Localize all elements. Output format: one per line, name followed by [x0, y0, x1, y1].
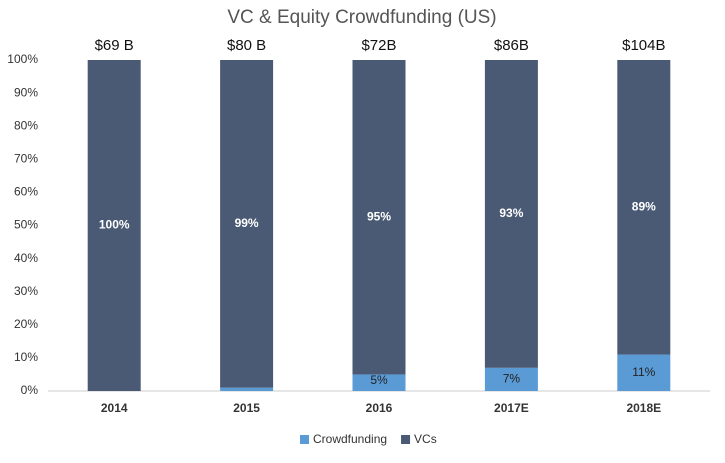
y-tick-label: 10% — [14, 350, 38, 364]
x-tick-label: 2016 — [366, 401, 393, 415]
legend-swatch — [300, 435, 309, 444]
x-tick-label: 2017E — [494, 401, 529, 415]
data-label: 100% — [99, 218, 130, 232]
y-tick-label: 80% — [14, 118, 38, 132]
y-tick-label: 90% — [14, 85, 38, 99]
bar-segment — [220, 387, 274, 391]
x-tick-label: 2014 — [101, 401, 128, 415]
bar-segment — [352, 374, 406, 391]
data-label: 93% — [499, 206, 523, 220]
bar-segment — [220, 60, 274, 388]
x-tick-label: 2018E — [626, 401, 661, 415]
y-tick-label: 30% — [14, 284, 38, 298]
total-label: $86B — [494, 37, 529, 54]
y-tick-label: 100% — [7, 52, 38, 66]
total-label: $80 B — [227, 37, 266, 54]
y-tick-label: 20% — [14, 317, 38, 331]
bar-segment — [617, 60, 671, 355]
data-label: 89% — [632, 199, 656, 213]
y-tick-label: 60% — [14, 185, 38, 199]
legend-swatch — [401, 435, 411, 444]
bar-segment — [87, 60, 141, 391]
y-tick-label: 50% — [14, 218, 38, 232]
bar-segment — [484, 60, 538, 368]
bar-segment — [617, 354, 671, 391]
total-label: $72B — [361, 37, 396, 54]
legend-label: Crowdfunding — [313, 432, 387, 446]
bar-segment — [352, 60, 406, 375]
total-label: $69 B — [95, 37, 134, 54]
data-label: 7% — [503, 372, 521, 386]
data-label: 5% — [370, 373, 388, 387]
y-tick-label: 70% — [14, 151, 38, 165]
chart-title: VC & Equity Crowdfunding (US) — [227, 7, 496, 28]
data-label: 11% — [632, 365, 655, 379]
bar-segment — [484, 367, 538, 391]
y-tick-label: 40% — [14, 251, 38, 265]
legend-label: VCs — [414, 432, 437, 446]
y-tick-label: 0% — [21, 383, 39, 397]
data-label: 99% — [235, 216, 259, 230]
data-label: 95% — [367, 209, 391, 223]
x-tick-label: 2015 — [233, 401, 260, 415]
total-label: $104B — [622, 37, 665, 54]
